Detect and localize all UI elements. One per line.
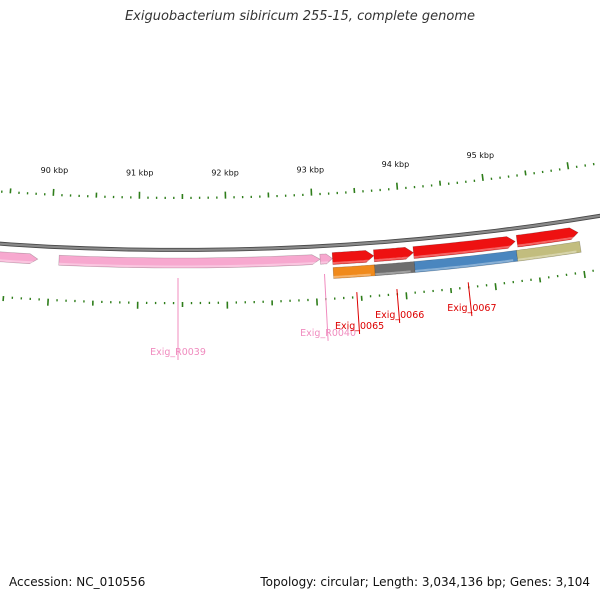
tick-mark xyxy=(405,292,408,300)
feature-cog-d xyxy=(516,241,582,262)
gene-label: Exig_R0039 xyxy=(150,347,206,358)
tick-mark xyxy=(481,173,484,182)
feature-track xyxy=(0,227,582,279)
backbone-line xyxy=(0,214,600,251)
accession-text: Accession: NC_010556 xyxy=(9,575,146,589)
tick-mark xyxy=(439,180,442,186)
feature-highlight xyxy=(375,270,411,276)
feature-cds-d xyxy=(515,227,579,248)
map-title: Exiguobacterium sibiricum 255-15, comple… xyxy=(124,9,476,24)
feature-highlight xyxy=(332,259,370,264)
feature-highlight xyxy=(517,236,575,247)
genome-backbone xyxy=(0,213,600,252)
tick-mark xyxy=(494,283,497,291)
scale-label: 90 kbp xyxy=(41,166,69,175)
tick-mark xyxy=(583,270,586,279)
scale-label: 94 kbp xyxy=(382,160,410,169)
feature-highlight xyxy=(415,259,514,272)
feature-highlight xyxy=(374,256,410,262)
gene-labels: Exig_R0038Exig_R0039Exig_R0040Exig_0065E… xyxy=(150,273,497,360)
inner-tick-track xyxy=(1,162,595,199)
leader-line xyxy=(356,292,361,335)
tick-mark xyxy=(566,162,570,170)
gene-label: Exig_0067 xyxy=(447,303,496,314)
feature-highlight xyxy=(0,259,34,264)
feature-rna-c xyxy=(319,253,333,265)
gene-label: Exig_R0040 xyxy=(300,328,356,339)
feature-highlight xyxy=(333,273,371,278)
tick-mark xyxy=(524,170,527,176)
gene-label: Exig_0066 xyxy=(375,310,424,321)
leader-line xyxy=(396,289,401,324)
feature-cds-c xyxy=(412,236,516,259)
feature-rna-b xyxy=(58,254,321,269)
feature-highlight xyxy=(413,245,512,258)
tick-mark xyxy=(450,288,453,294)
scale-label: 91 kbp xyxy=(126,169,154,178)
gene-label: Exig_0065 xyxy=(335,321,384,332)
feature-highlight xyxy=(517,250,577,261)
scale-label: 93 kbp xyxy=(297,166,325,175)
genome-summary: Topology: circular; Length: 3,034,136 bp… xyxy=(260,575,590,589)
tick-mark xyxy=(396,182,399,190)
feature-highlight xyxy=(58,262,316,268)
feature-cds-b xyxy=(373,246,414,263)
leader-line xyxy=(324,273,329,341)
scale-label: 95 kbp xyxy=(467,151,495,160)
leader-line xyxy=(467,282,473,317)
feature-cds-a xyxy=(331,250,375,265)
feature-rna-a xyxy=(0,251,39,265)
tick-mark xyxy=(538,277,542,283)
scale-label: 92 kbp xyxy=(211,169,239,178)
